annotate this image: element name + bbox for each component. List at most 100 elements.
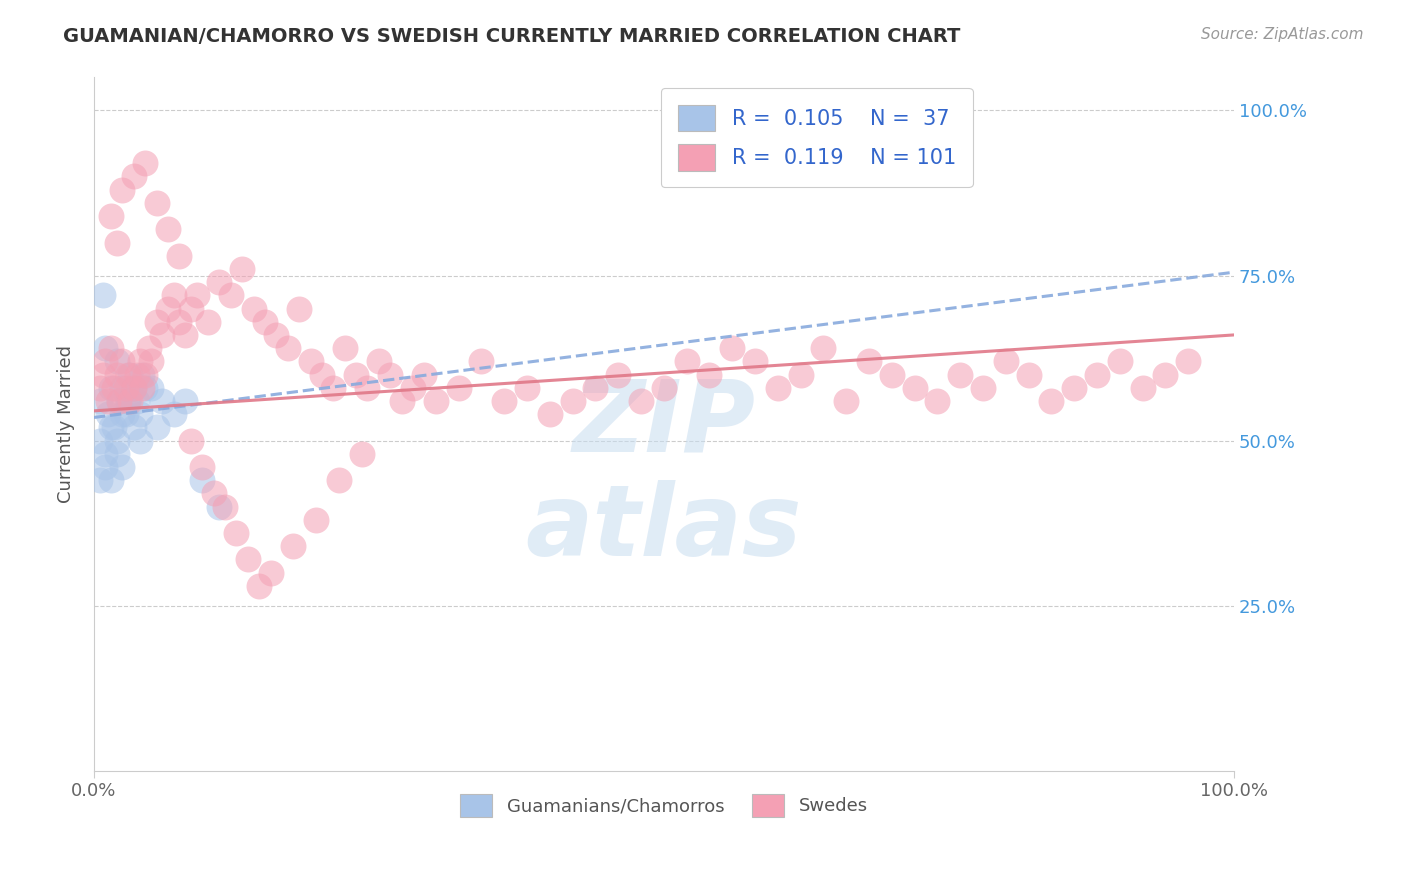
Point [174, 394, 197, 409]
Point [236, 552, 259, 566]
Text: atlas: atlas [526, 480, 801, 576]
Point [89, 394, 111, 409]
Point [299, 354, 322, 368]
Point [225, 526, 247, 541]
Point [561, 394, 583, 409]
Point [789, 368, 811, 382]
Point [134, 368, 156, 382]
Point [157, 301, 180, 316]
Point [111, 354, 134, 368]
Text: ZIP: ZIP [572, 376, 755, 473]
Point [721, 341, 744, 355]
Point [766, 381, 789, 395]
Point [1040, 394, 1063, 409]
Point [972, 381, 994, 395]
Point [150, 327, 173, 342]
Point [111, 381, 134, 395]
Point [105, 235, 128, 250]
Point [191, 473, 214, 487]
Point [97, 394, 120, 409]
Point [169, 249, 191, 263]
Point [134, 156, 156, 170]
Point [117, 368, 139, 382]
Point [744, 354, 766, 368]
Point [100, 381, 122, 395]
Point [117, 394, 139, 409]
Point [89, 434, 111, 448]
Point [927, 394, 949, 409]
Point [699, 368, 721, 382]
Point [208, 275, 231, 289]
Point [100, 341, 122, 355]
Point [139, 381, 162, 395]
Point [283, 539, 305, 553]
Point [585, 381, 607, 395]
Point [322, 381, 344, 395]
Point [607, 368, 630, 382]
Point [949, 368, 972, 382]
Point [108, 394, 131, 409]
Point [380, 368, 402, 382]
Point [100, 420, 122, 434]
Point [138, 341, 160, 355]
Point [1154, 368, 1177, 382]
Point [494, 394, 516, 409]
Point [128, 434, 150, 448]
Point [813, 341, 835, 355]
Point [1018, 368, 1040, 382]
Point [1085, 368, 1108, 382]
Point [115, 381, 138, 395]
Point [1108, 354, 1130, 368]
Text: Source: ZipAtlas.com: Source: ZipAtlas.com [1201, 27, 1364, 42]
Point [630, 394, 652, 409]
Point [108, 394, 131, 409]
Point [1063, 381, 1085, 395]
Point [202, 486, 225, 500]
Point [305, 513, 328, 527]
Point [127, 394, 149, 409]
Point [231, 261, 253, 276]
Point [214, 500, 236, 514]
Point [89, 381, 111, 395]
Point [127, 368, 149, 382]
Point [247, 579, 270, 593]
Point [94, 447, 117, 461]
Point [259, 566, 281, 580]
Point [180, 434, 202, 448]
Point [516, 381, 538, 395]
Point [122, 381, 145, 395]
Point [128, 354, 150, 368]
Point [328, 473, 350, 487]
Point [219, 288, 242, 302]
Y-axis label: Currently Married: Currently Married [58, 345, 75, 503]
Point [122, 169, 145, 184]
Point [111, 183, 134, 197]
Point [208, 500, 231, 514]
Point [197, 315, 219, 329]
Point [122, 420, 145, 434]
Point [904, 381, 927, 395]
Point [402, 381, 425, 395]
Point [994, 354, 1017, 368]
Point [145, 195, 167, 210]
Point [163, 288, 186, 302]
Point [1177, 354, 1199, 368]
Point [253, 315, 276, 329]
Text: GUAMANIAN/CHAMORRO VS SWEDISH CURRENTLY MARRIED CORRELATION CHART: GUAMANIAN/CHAMORRO VS SWEDISH CURRENTLY … [63, 27, 960, 45]
Point [470, 354, 492, 368]
Point [344, 368, 367, 382]
Point [157, 222, 180, 236]
Point [350, 447, 373, 461]
Point [103, 420, 125, 434]
Point [94, 354, 117, 368]
Point [311, 368, 333, 382]
Point [191, 460, 214, 475]
Point [288, 301, 311, 316]
Point [150, 394, 173, 409]
Legend: Guamanians/Chamorros, Swedes: Guamanians/Chamorros, Swedes [453, 787, 875, 824]
Point [538, 407, 561, 421]
Point [858, 354, 880, 368]
Point [880, 368, 903, 382]
Point [356, 381, 378, 395]
Point [120, 368, 142, 382]
